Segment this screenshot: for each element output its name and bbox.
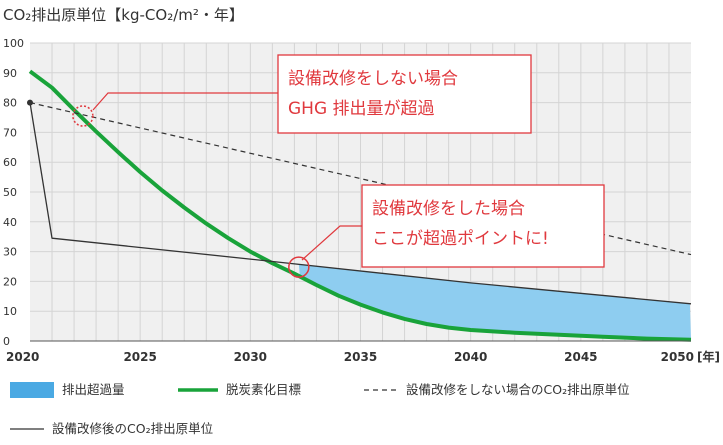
unit-bracket-open: [ [697,350,702,364]
y-tick-label: 30 [3,246,17,259]
callout-text-line: 設備改修をした場合 [372,199,525,219]
x-tick-label: 2035 [344,350,377,364]
excess-emission-area [298,264,691,340]
y-tick-label: 50 [3,186,17,199]
legend-item-target: 脱炭素化目標 [178,382,302,397]
y-tick-label: 70 [3,126,17,139]
x-tick-label: 2045 [564,350,597,364]
y-tick-label: 60 [3,156,17,169]
callout-markers [72,105,310,278]
x-tick-label: 2020 [6,350,39,364]
legend-label: 脱炭素化目標 [226,382,302,397]
callout-text-line: 設備改修をしない場合 [288,69,458,89]
legend-label: 設備改修をしない場合のCO₂排出原単位 [406,382,630,397]
legend-item-area: 排出超過量 [10,382,125,398]
y-tick-label: 100 [3,37,24,50]
callout-marker-after-renovation [288,256,310,278]
y-tick-label: 90 [3,67,17,80]
legend-item-no-renovation: 設備改修をしない場合のCO₂排出原単位 [364,382,630,397]
callout-text-line: ここが超過ポイントに! [372,229,549,249]
series-lines [27,69,692,342]
y-tick-label: 40 [3,216,17,229]
callout-text-line: GHG 排出量が超過 [288,99,435,119]
target-line [28,69,692,342]
legend-label: 排出超過量 [62,382,125,397]
unit-bracket-close: ] [715,350,720,364]
x-axis-unit: [年] [697,349,720,364]
legend: 排出超過量 脱炭素化目標 設備改修をしない場合のCO₂排出原単位設備改修後のCO₂排… [10,382,630,436]
chart-title: CO₂排出原単位【kg-CO₂/m²・年】 [3,6,244,24]
y-tick-label: 10 [3,305,17,318]
callout-box [277,54,532,134]
unit-label: 年 [702,349,714,364]
x-tick-label: 2040 [454,350,487,364]
callout-box [361,184,605,268]
callout-marker-no-renovation [72,105,94,127]
x-tick-label: 2050 [661,350,694,364]
callout-leader-line [92,92,300,111]
x-tick-label: 2030 [234,350,267,364]
start-point-dot [27,99,33,106]
excess-area-layer [298,264,691,340]
after-renovation-line [29,102,692,305]
y-tick-label: 80 [3,97,17,110]
y-tick-label: 0 [3,335,10,348]
legend-label: 設備改修後のCO₂排出原単位 [52,421,213,436]
legend-swatch-area [10,382,54,398]
legend-item-after-renovation: 設備改修後のCO₂排出原単位 [10,421,213,436]
x-tick-label: 2025 [123,350,156,364]
y-tick-label: 20 [3,275,17,288]
